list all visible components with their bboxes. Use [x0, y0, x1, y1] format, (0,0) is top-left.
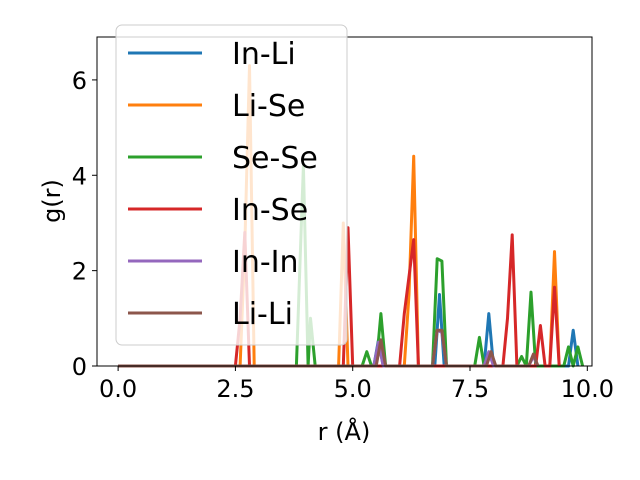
- y-tick-label: 2: [72, 258, 87, 286]
- x-tick-label: 2.5: [216, 375, 254, 403]
- x-axis-title: r (Å): [318, 417, 371, 446]
- y-tick-label: 6: [72, 67, 87, 95]
- x-tick-label: 7.5: [451, 375, 489, 403]
- legend-label-in-se: In-Se: [232, 193, 308, 228]
- legend-label-in-in: In-In: [232, 245, 299, 280]
- y-axis-ticks: 0 2 4 6: [72, 67, 97, 381]
- legend-label-li-se: Li-Se: [232, 89, 305, 124]
- x-tick-label: 0.0: [99, 375, 137, 403]
- y-tick-label: 4: [72, 162, 87, 190]
- legend-label-li-li: Li-Li: [232, 297, 293, 332]
- x-tick-label: 10.0: [561, 375, 614, 403]
- y-tick-label: 0: [72, 353, 87, 381]
- legend-label-in-li: In-Li: [232, 37, 296, 72]
- y-axis-title: g(r): [38, 179, 66, 223]
- x-axis-ticks: 0.0 2.5 5.0 7.5 10.0: [99, 366, 614, 403]
- legend-label-se-se: Se-Se: [232, 141, 318, 176]
- legend: In-Li Li-Se Se-Se In-Se In-In Li-Li: [115, 24, 348, 346]
- x-tick-label: 5.0: [334, 375, 372, 403]
